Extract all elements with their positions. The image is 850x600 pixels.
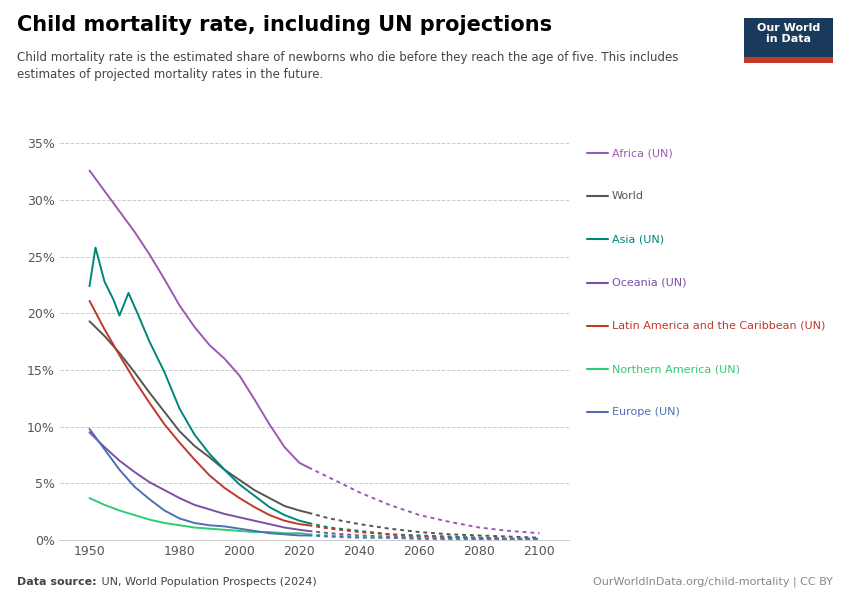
Text: Child mortality rate, including UN projections: Child mortality rate, including UN proje… <box>17 15 552 35</box>
Text: Asia (UN): Asia (UN) <box>612 235 664 244</box>
Text: Oceania (UN): Oceania (UN) <box>612 278 687 287</box>
Text: Europe (UN): Europe (UN) <box>612 407 680 417</box>
Text: OurWorldInData.org/child-mortality | CC BY: OurWorldInData.org/child-mortality | CC … <box>593 576 833 587</box>
Text: UN, World Population Prospects (2024): UN, World Population Prospects (2024) <box>98 577 316 587</box>
Text: Child mortality rate is the estimated share of newborns who die before they reac: Child mortality rate is the estimated sh… <box>17 51 678 81</box>
Text: Latin America and the Caribbean (UN): Latin America and the Caribbean (UN) <box>612 321 825 331</box>
Text: Data source:: Data source: <box>17 577 97 587</box>
Text: Africa (UN): Africa (UN) <box>612 148 672 158</box>
Text: Our World
in Data: Our World in Data <box>756 23 820 44</box>
Text: Northern America (UN): Northern America (UN) <box>612 364 740 374</box>
Text: World: World <box>612 191 644 201</box>
